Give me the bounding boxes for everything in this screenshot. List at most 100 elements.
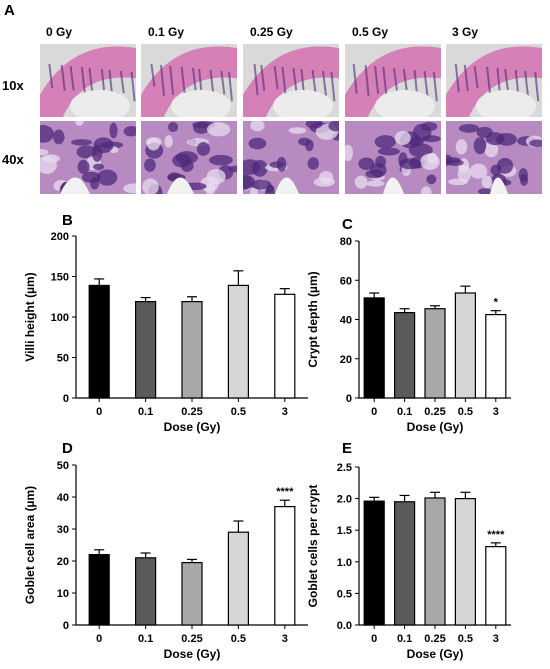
panel-letter-c: C: [342, 216, 353, 233]
y-tick-label: 0.0: [337, 620, 352, 632]
y-tick-label: 0.5: [337, 588, 352, 600]
row-label-40x: 40x: [2, 152, 24, 167]
bar-3: [274, 506, 296, 626]
x-tick-label: 0.1: [397, 406, 412, 418]
x-tick-label: 0.5: [231, 406, 246, 418]
x-axis-title: Dose (Gy): [407, 420, 464, 434]
panel-letter-a: A: [4, 2, 15, 19]
bar-0.25: [424, 497, 446, 626]
panel-letter-b: B: [62, 212, 73, 229]
y-axis-title: Goblet cell area (µm): [23, 486, 37, 604]
chart-b-group: 0 50 100 150 200 0 0.1 0.25 0.5 3 Dose (Gy) Villi h…: [23, 231, 308, 434]
column-label-3gy: 3 Gy: [452, 25, 479, 39]
x-tick-label: 0.1: [138, 406, 153, 418]
y-tick-label: 40: [340, 315, 352, 327]
significance-annotation: *: [494, 297, 499, 309]
chart-e-group: 0.0 0.5 1.0 1.5 2.0 2.5 0 0.1 0.25 0.5 3 **** Dose (…: [306, 462, 511, 661]
panel-letter-e: E: [342, 440, 353, 457]
y-tick-label: 100: [51, 312, 69, 324]
bar-3: [274, 293, 296, 399]
significance-annotation: ****: [487, 529, 505, 541]
micrograph-10x-4: [446, 44, 542, 117]
y-tick-label: 200: [51, 231, 69, 243]
x-tick-label: 0.1: [138, 633, 153, 645]
bar-0.1: [135, 557, 157, 626]
x-tick-label: 0: [96, 406, 102, 418]
x-tick-label: 3: [282, 633, 288, 645]
y-tick-label: 0: [346, 393, 352, 405]
column-label-0.25gy: 0.25 Gy: [250, 25, 293, 39]
micrograph-40x-0: [40, 121, 136, 194]
x-tick-label: 0: [371, 633, 377, 645]
micrograph-10x-1: [141, 44, 237, 117]
x-tick-label: 3: [493, 406, 499, 418]
chart-c-group: 0 20 40 60 80 0 0.1 0.25 0.5 3 * Dose (Gy) Crypt dep…: [306, 236, 511, 434]
bar-3: [485, 313, 507, 399]
x-tick-label: 0.5: [231, 633, 246, 645]
x-tick-label: 0.5: [458, 633, 473, 645]
column-label-0.5gy: 0.5 Gy: [352, 25, 389, 39]
bar-3: [485, 546, 507, 626]
micrograph-40x-1: [141, 121, 237, 194]
bar-0.25: [181, 561, 203, 626]
x-tick-label: 0.1: [397, 633, 412, 645]
bar-0.1: [135, 301, 157, 399]
micrograph-10x-0: [40, 44, 136, 117]
y-tick-label: 20: [57, 556, 69, 568]
y-tick-label: 40: [57, 492, 69, 504]
column-label-0gy: 0 Gy: [46, 25, 73, 39]
y-axis-title: Villi height (µm): [23, 272, 37, 361]
bar-0.5: [454, 292, 476, 399]
bar-0.1: [394, 312, 416, 399]
y-tick-label: 2.5: [337, 462, 352, 474]
micrograph-40x-4: [446, 121, 542, 194]
y-tick-label: 80: [340, 236, 352, 248]
y-tick-label: 50: [57, 460, 69, 472]
panel-letter-d: D: [62, 440, 73, 457]
y-axis-title: Goblet cells per crypt: [306, 485, 320, 608]
y-tick-label: 1.0: [337, 557, 352, 569]
y-tick-label: 2.0: [337, 494, 352, 506]
bar-0: [363, 297, 385, 399]
x-tick-label: 0.25: [181, 406, 202, 418]
bar-0.5: [454, 498, 476, 626]
y-tick-label: 60: [340, 275, 352, 287]
micrograph-40x-2: [243, 121, 339, 194]
y-tick-label: 150: [51, 272, 69, 284]
x-axis-title: Dose (Gy): [164, 647, 221, 661]
significance-annotation: ****: [276, 486, 294, 498]
x-tick-label: 0.25: [181, 633, 202, 645]
y-tick-label: 1.5: [337, 525, 352, 537]
y-axis-title: Crypt depth (µm): [306, 271, 320, 367]
row-label-10x: 10x: [2, 78, 24, 93]
micrograph-10x-3: [345, 44, 441, 117]
y-tick-label: 50: [57, 353, 69, 365]
x-tick-label: 3: [282, 406, 288, 418]
y-tick-label: 10: [57, 588, 69, 600]
bar-0: [363, 500, 385, 626]
x-tick-label: 3: [493, 633, 499, 645]
micrograph-10x-2: [243, 44, 339, 117]
bar-0.1: [394, 501, 416, 626]
micrograph-40x-3: [345, 121, 441, 194]
x-axis-title: Dose (Gy): [407, 647, 464, 661]
x-tick-label: 0.5: [458, 406, 473, 418]
x-tick-label: 0.25: [424, 633, 445, 645]
chart-d-group: 0 10 20 30 40 50 0 0.1 0.25 0.5 3 **** Dose (Gy) Gobl…: [23, 460, 308, 661]
bar-0.5: [227, 531, 249, 626]
x-tick-label: 0: [96, 633, 102, 645]
bar-0.5: [227, 284, 249, 399]
y-tick-label: 0: [63, 393, 69, 405]
x-tick-label: 0.25: [424, 406, 445, 418]
x-tick-label: 0: [371, 406, 377, 418]
bar-0: [88, 284, 110, 399]
x-axis-title: Dose (Gy): [164, 420, 221, 434]
bar-0.25: [181, 301, 203, 399]
y-tick-label: 0: [63, 620, 69, 632]
column-label-0.1gy: 0.1 Gy: [148, 25, 185, 39]
bar-0.25: [424, 308, 446, 399]
y-tick-label: 30: [57, 524, 69, 536]
bar-0: [88, 553, 110, 626]
y-tick-label: 20: [340, 354, 352, 366]
